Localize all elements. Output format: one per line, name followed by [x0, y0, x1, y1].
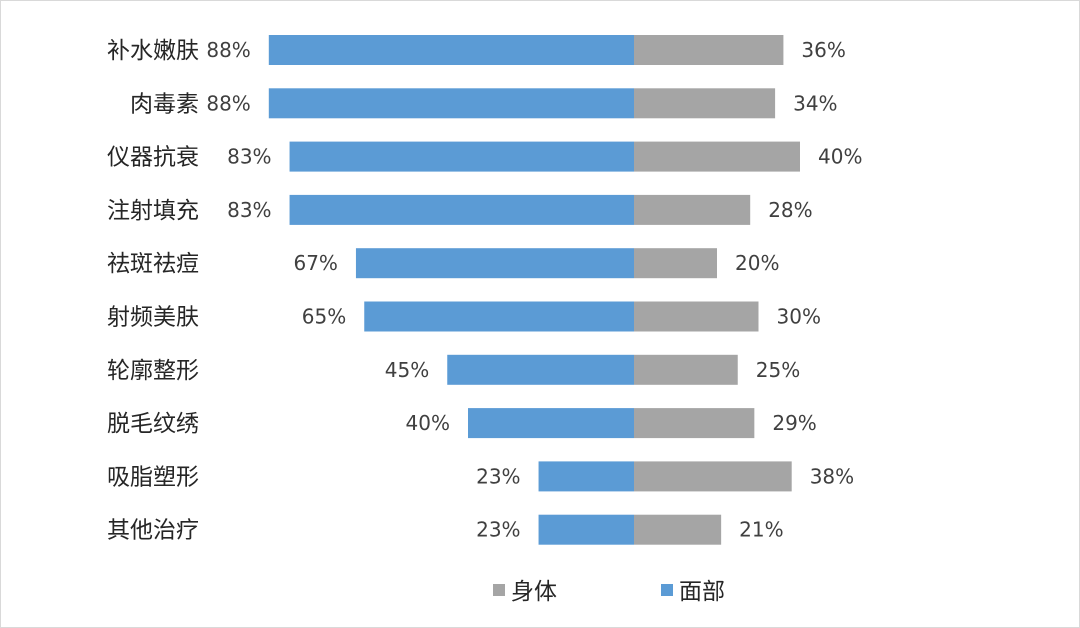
- category-label: 注射填充: [107, 198, 199, 224]
- bar-body: [634, 301, 759, 332]
- category-label: 轮廓整形: [107, 358, 199, 384]
- bar-body: [634, 35, 784, 65]
- bar-body: [634, 248, 717, 279]
- data-label-face: 83%: [227, 198, 271, 222]
- data-label-body: 34%: [793, 91, 837, 115]
- data-label-face: 23%: [476, 518, 520, 542]
- data-label-face: 83%: [227, 145, 271, 169]
- bar-face: [268, 35, 634, 65]
- data-label-body: 38%: [810, 464, 854, 488]
- bar-body: [634, 194, 751, 225]
- bar-body: [634, 88, 776, 119]
- data-label-body: 36%: [801, 38, 845, 62]
- bar-body: [634, 354, 738, 385]
- data-label-face: 40%: [406, 411, 450, 435]
- bar-face: [355, 248, 634, 279]
- bar-face: [538, 461, 634, 492]
- data-label-face: 67%: [293, 251, 337, 275]
- legend-label: 面部: [679, 579, 725, 605]
- bar-face: [538, 514, 634, 545]
- data-label-face: 45%: [385, 358, 429, 382]
- bar-body: [634, 408, 755, 439]
- data-label-face: 88%: [206, 38, 250, 62]
- bar-body: [634, 514, 722, 545]
- bar-body: [634, 141, 800, 172]
- category-label: 肉毒素: [130, 91, 199, 117]
- legend-swatch: [493, 584, 505, 596]
- legend-label: 身体: [511, 579, 557, 605]
- data-label-body: 29%: [772, 411, 816, 435]
- bar-face: [289, 194, 634, 225]
- data-label-body: 30%: [777, 305, 821, 329]
- category-label: 祛斑祛痘: [107, 251, 199, 277]
- bar-body: [634, 461, 792, 492]
- bar-face: [447, 354, 634, 385]
- category-label: 仪器抗衰: [107, 145, 199, 171]
- category-label: 射频美肤: [107, 305, 199, 331]
- data-label-body: 20%: [735, 251, 779, 275]
- data-label-body: 28%: [768, 198, 812, 222]
- category-label: 吸脂塑形: [107, 464, 199, 490]
- data-label-face: 65%: [302, 305, 346, 329]
- data-label-face: 88%: [206, 91, 250, 115]
- category-label: 其他治疗: [107, 518, 199, 544]
- data-label-face: 23%: [476, 464, 520, 488]
- legend-swatch: [661, 584, 673, 596]
- bar-face: [289, 141, 634, 172]
- data-label-body: 40%: [818, 145, 862, 169]
- data-label-body: 25%: [756, 358, 800, 382]
- bar-face: [268, 88, 634, 119]
- bar-face: [364, 301, 634, 332]
- data-label-body: 21%: [739, 518, 783, 542]
- bar-face: [468, 408, 634, 439]
- category-label: 脱毛纹绣: [107, 411, 199, 437]
- category-label: 补水嫩肤: [107, 38, 199, 64]
